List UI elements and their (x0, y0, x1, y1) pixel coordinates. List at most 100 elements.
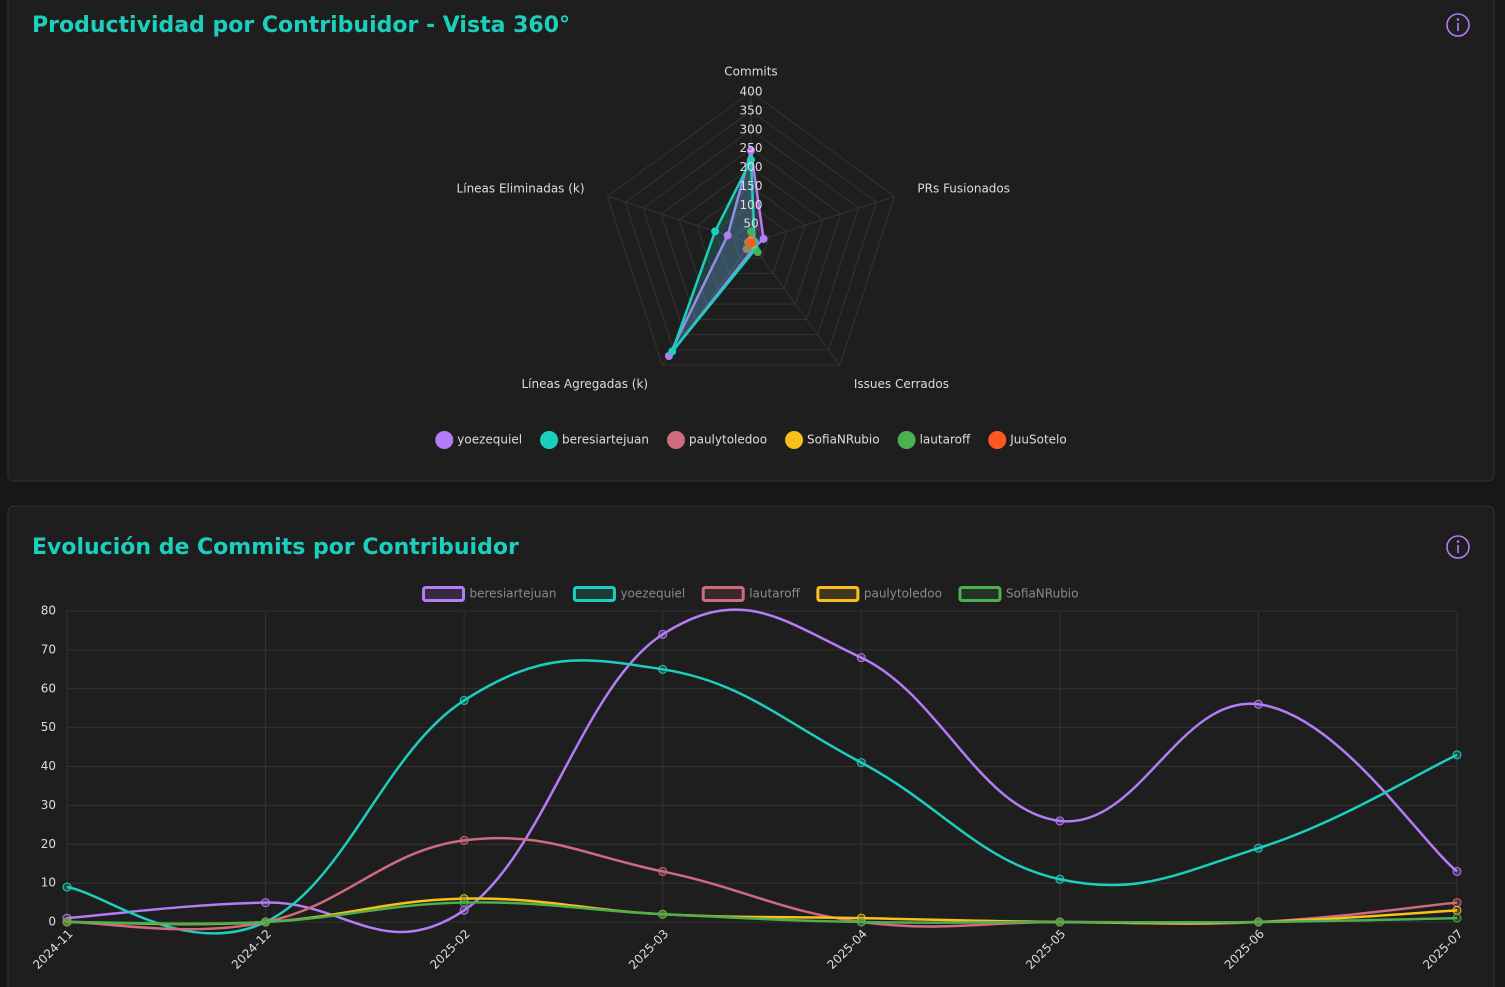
y-tick-label: 0 (48, 915, 56, 929)
data-point (459, 695, 469, 705)
legend-swatch (572, 586, 616, 602)
legend-label: yoezequiel (457, 433, 522, 447)
radar-area (671, 155, 757, 353)
data-point (1452, 905, 1462, 915)
data-point (658, 629, 668, 639)
data-point (1452, 898, 1462, 908)
legend-swatch (701, 586, 745, 602)
data-point (1452, 913, 1462, 923)
axis-label: Commits (724, 65, 777, 79)
legend-swatch (540, 431, 559, 449)
legend: beresiartejuan yoezequiel lautaroff paulyto… (422, 586, 1079, 602)
y-tick-label: 20 (41, 837, 56, 851)
y-tick-label: 80 (41, 604, 56, 618)
r-tick-label: 100 (740, 198, 763, 212)
data-point (723, 231, 732, 240)
r-tick-label: 200 (740, 160, 763, 174)
info-button[interactable] (1446, 13, 1470, 37)
r-tick-label: 50 (743, 217, 758, 231)
y-tick-label: 40 (41, 759, 56, 773)
y-tick-label: 60 (41, 681, 56, 695)
data-point (62, 882, 72, 892)
data-point (1253, 699, 1263, 709)
data-point (711, 227, 720, 236)
grid-line (696, 185, 806, 290)
data-point (1253, 843, 1263, 853)
data-point (459, 835, 469, 845)
series-line (66, 659, 1458, 935)
legend-label: paulytoledoo (864, 587, 942, 601)
data-point (261, 917, 271, 927)
legend-label: yoezequiel (620, 587, 685, 601)
data-point (1253, 917, 1263, 927)
y-tick-label: 30 (41, 798, 56, 812)
r-tick-label: 300 (740, 122, 763, 136)
legend-swatch (422, 586, 466, 602)
axis-line (750, 242, 841, 366)
chart-title: Evolución de Commits por Contribuidor (32, 535, 519, 560)
legend-swatch (958, 586, 1002, 602)
grid-line (642, 129, 860, 336)
legend-swatch (435, 431, 454, 449)
legend-swatch (666, 431, 685, 449)
data-point (1055, 917, 1065, 927)
data-point (747, 227, 755, 236)
data-point (668, 347, 677, 356)
axis-label: Líneas Agregadas (k) (521, 377, 648, 391)
data-point (746, 238, 755, 247)
legend-label: paulytoledoo (689, 433, 767, 447)
r-tick-label: 350 (740, 103, 763, 117)
chart-title: Productividad por Contribuidor - Vista 3… (32, 13, 570, 38)
legend-label: SofiaNRubio (807, 433, 880, 447)
y-tick-label: 70 (41, 642, 56, 656)
data-point (658, 664, 668, 674)
axis-label: Líneas Eliminadas (k) (457, 181, 585, 195)
legend-swatch (988, 431, 1007, 449)
grid-line (660, 148, 842, 320)
legend-swatch (816, 586, 860, 602)
r-tick-label: 400 (740, 85, 763, 99)
legend-label: beresiartejuan (562, 433, 649, 447)
r-tick-label: 150 (740, 179, 763, 193)
card (7, 505, 1495, 987)
grid-line (606, 91, 896, 366)
y-tick-label: 50 (41, 720, 56, 734)
data-point (1452, 750, 1462, 760)
data-point (856, 653, 866, 663)
legend-label: SofiaNRubio (1006, 587, 1079, 601)
data-point (856, 758, 866, 768)
legend: yoezequiel beresiartejuan paulytoledoo Sofi… (435, 431, 1067, 449)
data-point (459, 898, 469, 908)
y-tick-label: 10 (41, 876, 56, 890)
series-line (66, 608, 1458, 934)
grid-line (624, 110, 878, 351)
grid-line (678, 166, 824, 305)
data-point (658, 909, 668, 919)
axis-label: PRs Fusionados (917, 181, 1010, 195)
series-line (66, 901, 1458, 925)
axis-line (750, 195, 895, 244)
data-point (261, 898, 271, 908)
legend-label: lautaroff (920, 433, 971, 447)
grid-line (714, 204, 788, 275)
legend-swatch (785, 431, 804, 449)
data-point (747, 146, 755, 155)
legend-swatch (897, 431, 916, 449)
legend-label: lautaroff (749, 587, 800, 601)
r-tick-label: 250 (740, 141, 763, 155)
data-point (1452, 866, 1462, 876)
data-point (658, 866, 668, 876)
data-point (62, 917, 72, 927)
legend-label: beresiartejuan (470, 587, 557, 601)
data-point (747, 155, 755, 164)
grid-line (732, 223, 770, 259)
data-point (1055, 874, 1065, 884)
axis-label: Issues Cerrados (854, 377, 949, 391)
data-point (759, 234, 768, 243)
data-point (1055, 816, 1065, 826)
data-point (459, 905, 469, 915)
data-point (753, 248, 762, 257)
info-button[interactable] (1446, 535, 1470, 559)
